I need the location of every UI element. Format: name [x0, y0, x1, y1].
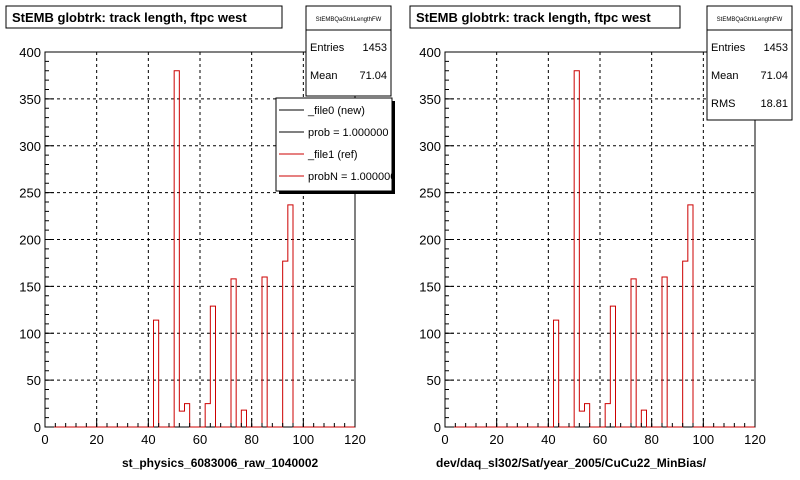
x-tick-label: 0: [441, 432, 448, 447]
stats-box: [706, 5, 793, 121]
x-tick-label: 120: [744, 432, 766, 447]
histogram-panel-1: 0 20 40 60 80 100 120 0 50 100 150 200 250 300 350 400 S…: [5, 5, 396, 447]
y-tick-label: 50: [27, 373, 41, 388]
y-tick-label: 350: [19, 92, 41, 107]
stats-label: Entries: [711, 42, 746, 54]
y-tick-label: 100: [19, 326, 41, 341]
y-tick-label: 200: [419, 233, 441, 248]
y-tick-label: 0: [434, 420, 441, 435]
stats-box: [305, 5, 392, 97]
stats-value: 71.04: [760, 70, 788, 82]
y-tick-label: 300: [419, 139, 441, 154]
chart-title: StEMB globtrk: track length, ftpc west: [416, 10, 651, 25]
left-x-axis-label: st_physics_6083006_raw_1040002: [122, 456, 319, 470]
stats-name: StEMBQaGtrkLengthFW: [316, 17, 382, 23]
x-tick-label: 60: [193, 432, 207, 447]
stats-label: RMS: [711, 98, 735, 110]
x-tick-label: 20: [89, 432, 103, 447]
stats-label: Mean: [711, 70, 739, 82]
y-tick-label: 150: [419, 279, 441, 294]
x-tick-label: 80: [644, 432, 658, 447]
y-tick-label: 100: [419, 326, 441, 341]
title-box: [5, 5, 283, 29]
y-tick-label: 300: [19, 139, 41, 154]
y-tick-label: 150: [19, 279, 41, 294]
histogram-line: [445, 70, 755, 428]
legend-label: _file0 (new): [307, 105, 365, 117]
histogram-line: [45, 70, 355, 428]
legend-label: prob = 1.000000: [308, 127, 388, 139]
x-tick-label: 20: [489, 432, 503, 447]
y-tick-label: 200: [19, 233, 41, 248]
x-tick-label: 80: [244, 432, 258, 447]
y-tick-label: 400: [419, 45, 441, 60]
x-tick-label: 60: [593, 432, 607, 447]
x-tick-label: 40: [141, 432, 155, 447]
stats-label: Mean: [310, 70, 338, 82]
right-x-axis-label: dev/daq_sl302/Sat/year_2005/CuCu22_MinBi…: [436, 456, 707, 470]
y-tick-label: 350: [419, 92, 441, 107]
stats-value: 1453: [764, 42, 788, 54]
x-tick-label: 40: [541, 432, 555, 447]
y-tick-label: 250: [419, 186, 441, 201]
stats-value: 1453: [363, 42, 387, 54]
x-tick-label: 100: [292, 432, 314, 447]
y-tick-label: 250: [19, 186, 41, 201]
legend: _file0 (new) prob = 1.000000 _file1 (ref) p…: [275, 97, 396, 194]
stats-value: 18.81: [760, 98, 788, 110]
legend-label: _file1 (ref): [307, 149, 358, 161]
chart-title: StEMB globtrk: track length, ftpc west: [12, 10, 247, 25]
stats-label: Entries: [310, 42, 345, 54]
x-tick-label: 0: [41, 432, 48, 447]
y-tick-label: 0: [34, 420, 41, 435]
x-tick-label: 120: [344, 432, 366, 447]
title-box: [409, 5, 681, 29]
histogram-panel-2: 0 20 40 60 80 100 120 0 50 100 150 200 250 300 350 400 S…: [409, 5, 793, 447]
y-tick-label: 50: [427, 373, 441, 388]
stats-value: 71.04: [359, 70, 387, 82]
legend-label: probN = 1.000000: [308, 171, 396, 183]
y-tick-label: 400: [19, 45, 41, 60]
x-tick-label: 100: [692, 432, 714, 447]
stats-name: StEMBQaGtrkLengthFW: [717, 17, 783, 23]
